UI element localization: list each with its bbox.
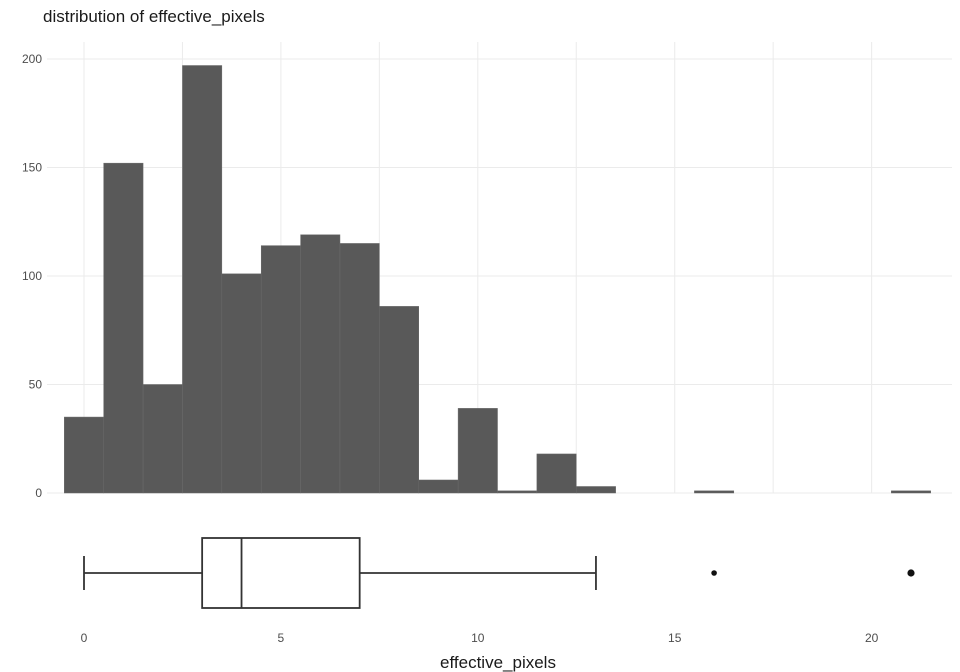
y-tick-label: 50 [29,378,43,392]
histogram-bar [221,273,262,494]
outlier-point [907,569,915,577]
x-tick-label: 15 [668,631,682,645]
chart-title: distribution of effective_pixels [43,7,265,26]
histogram-bars [64,65,931,494]
histogram-bar [103,162,144,494]
histogram-bar [891,490,931,494]
x-axis-label: effective_pixels [440,653,556,672]
histogram-bar [64,416,104,494]
y-tick-label: 150 [22,161,42,175]
histogram-bar [694,490,735,494]
y-tick-label: 0 [35,486,42,500]
x-axis-ticks: 0 5 10 15 20 [81,631,879,645]
boxplot [83,537,915,609]
y-axis-ticks: 0 50 100 150 200 [22,52,42,500]
x-tick-label: 5 [278,631,285,645]
y-tick-label: 100 [22,269,42,283]
histogram-bar [300,234,341,494]
histogram-bar [457,408,498,494]
x-tick-label: 10 [471,631,485,645]
histogram-bar [142,384,183,494]
histogram-bar [182,65,223,494]
x-tick-label: 0 [81,631,88,645]
histogram-bar [260,245,301,494]
histogram-bar [576,486,616,494]
outlier-point [711,570,717,576]
x-tick-label: 20 [865,631,879,645]
box-iqr [201,537,361,609]
histogram-bar [536,453,577,494]
histogram-bar [418,479,459,494]
histogram-bar [379,306,419,494]
histogram-bar [339,243,380,494]
y-tick-label: 200 [22,52,42,66]
histogram-bar [497,490,538,494]
